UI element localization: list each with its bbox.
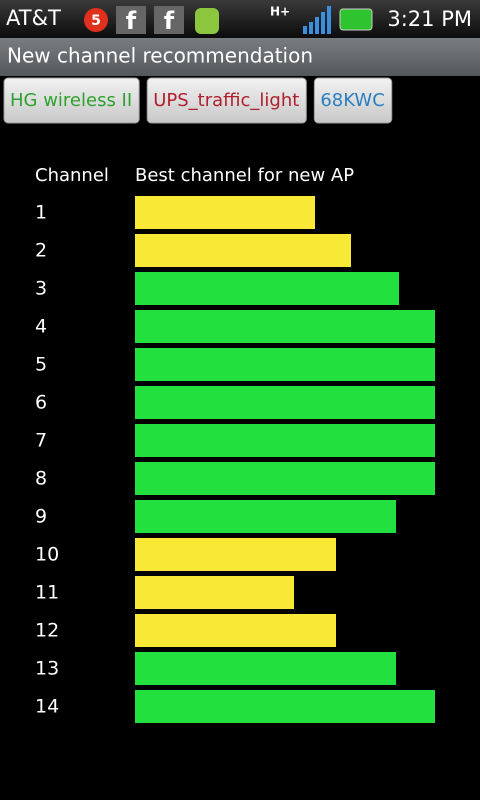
bar bbox=[135, 538, 336, 571]
facebook-icon bbox=[116, 6, 146, 34]
value-header: Best channel for new AP bbox=[135, 165, 354, 186]
channel-label: 12 bbox=[35, 620, 59, 642]
battery-icon bbox=[339, 8, 373, 31]
bar bbox=[135, 234, 351, 267]
bar bbox=[135, 462, 435, 495]
clock: 3:21 PM bbox=[387, 7, 472, 31]
bar bbox=[135, 576, 294, 609]
title-bar bbox=[0, 38, 480, 76]
tab-label: UPS_traffic_light bbox=[153, 90, 299, 111]
bar bbox=[135, 386, 435, 419]
channel-label: 13 bbox=[35, 658, 59, 680]
bar bbox=[135, 614, 336, 647]
tab-button[interactable]: UPS_traffic_light bbox=[146, 77, 307, 124]
bar bbox=[135, 690, 435, 723]
badge bbox=[84, 8, 108, 32]
tab-label: HG wireless II bbox=[10, 90, 132, 111]
badge-count: 5 bbox=[91, 13, 101, 29]
bar bbox=[135, 652, 396, 685]
bar bbox=[135, 272, 399, 305]
carrier: AT&T bbox=[6, 6, 61, 30]
bar bbox=[135, 348, 435, 381]
bar bbox=[135, 310, 435, 343]
channel-label: 11 bbox=[35, 582, 59, 604]
category-header: Channel bbox=[35, 165, 109, 186]
bar bbox=[135, 424, 435, 457]
tab-label: 68KWC bbox=[320, 90, 384, 111]
channel-label: 4 bbox=[35, 316, 47, 338]
tab-button[interactable]: HG wireless II bbox=[3, 77, 140, 124]
tab-background bbox=[3, 77, 140, 124]
channel-label: 14 bbox=[35, 696, 59, 718]
channel-label: 3 bbox=[35, 278, 47, 300]
facebook-icon bbox=[154, 6, 184, 34]
icon-glyph: f bbox=[126, 7, 137, 35]
icon-glyph: f bbox=[164, 7, 175, 35]
tab-background bbox=[146, 77, 307, 124]
channel-label: 8 bbox=[35, 468, 47, 490]
tab-row: HG wireless II UPS_traffic_light 68KWC bbox=[3, 77, 393, 124]
tab-background bbox=[313, 77, 393, 124]
channel-label: 6 bbox=[35, 392, 47, 414]
bar bbox=[135, 196, 315, 229]
channel-label: 1 bbox=[35, 202, 47, 224]
channel-label: 5 bbox=[35, 354, 47, 376]
tab-button[interactable]: 68KWC bbox=[313, 77, 393, 124]
network-type: H+ bbox=[270, 5, 290, 19]
channel-label: 10 bbox=[35, 544, 59, 566]
app-title: New channel recommendation bbox=[7, 44, 313, 68]
signal-icon bbox=[303, 6, 331, 34]
android-icon bbox=[195, 8, 219, 34]
channel-label: 7 bbox=[35, 430, 47, 452]
channel-label: 2 bbox=[35, 240, 47, 262]
channel-label: 9 bbox=[35, 506, 47, 528]
chart: Channel Best channel for new AP1234567891… bbox=[35, 165, 435, 723]
bar bbox=[135, 500, 396, 533]
status-bar bbox=[0, 0, 480, 38]
